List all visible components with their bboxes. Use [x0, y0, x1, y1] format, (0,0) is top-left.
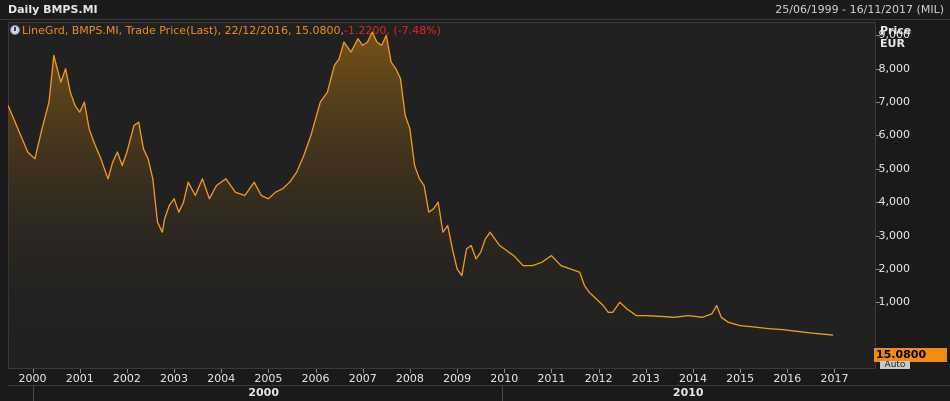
x-tick-label: 2005 [254, 372, 283, 385]
x-tick-mark [551, 369, 553, 373]
x-tick-label: 2007 [348, 372, 377, 385]
x-tick-label: 2004 [207, 372, 236, 385]
legend-change-text: -1.2200, (-7.48%) [343, 23, 441, 37]
x-tick-label: 2009 [443, 372, 472, 385]
x-tick-mark [174, 369, 176, 373]
x-tick-mark [504, 369, 506, 373]
y-tick-label: 7,000 [878, 95, 911, 109]
y-tick-mark [876, 35, 880, 37]
x-tick-mark [645, 369, 647, 373]
x-tick-label: 2011 [537, 372, 566, 385]
y-tick-mark [876, 302, 880, 304]
y-axis-title-line-2: EUR [880, 37, 905, 50]
decade-separator [32, 385, 34, 401]
decade-label: 2010 [672, 386, 704, 399]
y-tick-label: 6,000 [878, 128, 911, 142]
x-tick-mark [268, 369, 270, 373]
x-tick-mark [79, 369, 81, 373]
price-line [8, 31, 834, 336]
x-tick-mark [32, 369, 34, 373]
legend-series-text: LineGrd, BMPS.MI, Trade Price(Last), 22/… [22, 23, 344, 37]
y-tick-mark [876, 102, 880, 104]
decade-label: 2000 [248, 386, 279, 399]
chart-title: Daily BMPS.MI [8, 3, 98, 16]
y-tick-label: 3,000 [878, 228, 911, 242]
x-tick-label: 2003 [160, 372, 189, 385]
y-tick-mark [876, 268, 880, 270]
y-tick-mark [876, 202, 880, 204]
x-tick-label: 2008 [395, 372, 424, 385]
price-chart[interactable] [8, 22, 876, 369]
price-area [8, 32, 834, 336]
x-tick-label: 2013 [631, 372, 660, 385]
x-tick-label: 2012 [584, 372, 613, 385]
x-tick-label: 2006 [301, 372, 330, 385]
title-bar: Daily BMPS.MI 25/06/1999 - 16/11/2017 (M… [0, 0, 950, 20]
decade-separator [501, 385, 503, 401]
x-tick-mark [787, 369, 789, 373]
x-tick-label: 2001 [65, 372, 94, 385]
y-tick-label: 2,000 [878, 261, 911, 275]
y-tick-label: 4,000 [878, 195, 911, 209]
decade-axis [8, 385, 950, 401]
y-axis-title-line-1: Price [880, 24, 912, 37]
x-tick-mark [740, 369, 742, 373]
y-tick-label: 1,000 [878, 295, 911, 309]
x-tick-label: 2017 [820, 372, 849, 385]
x-tick-mark [126, 369, 128, 373]
x-tick-label: 2016 [773, 372, 802, 385]
y-tick-mark [876, 68, 880, 70]
x-tick-mark [315, 369, 317, 373]
y-tick-label: 8,000 [878, 61, 911, 75]
y-tick-label: 9,000 [878, 28, 911, 42]
x-tick-mark [409, 369, 411, 373]
x-tick-mark [834, 369, 836, 373]
x-tick-mark [598, 369, 600, 373]
y-tick-mark [876, 235, 880, 237]
x-axis[interactable] [8, 369, 876, 385]
x-tick-label: 2014 [678, 372, 707, 385]
x-tick-mark [221, 369, 223, 373]
date-range: 25/06/1999 - 16/11/2017 (MIL) [775, 3, 944, 16]
clock-icon[interactable] [10, 25, 20, 35]
x-tick-label: 2000 [18, 372, 47, 385]
auto-scale-button[interactable]: Auto [880, 361, 910, 369]
legend: LineGrd, BMPS.MI, Trade Price(Last), 22/… [10, 23, 441, 37]
x-tick-mark [457, 369, 459, 373]
y-tick-label: 5,000 [878, 161, 911, 175]
x-tick-label: 2002 [112, 372, 141, 385]
y-axis[interactable] [876, 22, 950, 369]
y-tick-mark [876, 135, 880, 137]
last-price-label: 15.0800 [874, 348, 947, 362]
x-tick-label: 2015 [726, 372, 755, 385]
y-tick-mark [876, 168, 880, 170]
x-tick-label: 2010 [490, 372, 519, 385]
x-tick-mark [692, 369, 694, 373]
x-tick-mark [362, 369, 364, 373]
